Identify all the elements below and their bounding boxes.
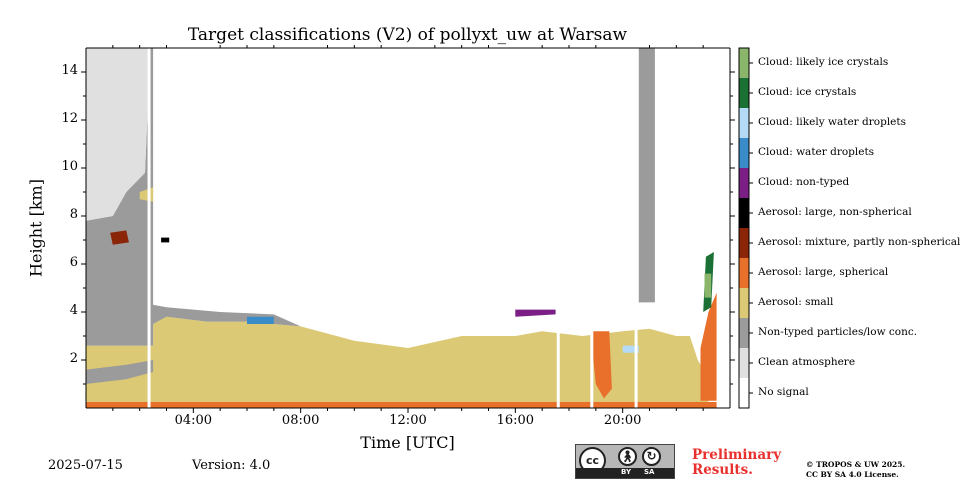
x-tick-label-20:00: 20:00 xyxy=(603,413,642,428)
class-region-8 xyxy=(110,230,129,245)
cc-license-badge: cc 🚶︎ ↻ BY SA xyxy=(575,444,675,479)
class-region-0 xyxy=(86,402,717,408)
colorbar-label-3: Aerosol: small xyxy=(758,296,834,308)
y-tick-label-14: 14 xyxy=(61,63,78,78)
y-tick-label-4: 4 xyxy=(69,303,78,318)
colorbar-label-1: Clean atmosphere xyxy=(758,356,856,368)
class-region-1 xyxy=(86,316,709,402)
class-region-4 xyxy=(86,360,154,384)
version-label: Version: 4.0 xyxy=(192,458,271,473)
preliminary-notice: Preliminary Results. xyxy=(692,448,781,478)
colorbar-label-8: Cloud: water droplets xyxy=(758,146,875,158)
class-region-5 xyxy=(638,48,655,303)
data-gap-0 xyxy=(147,48,151,408)
class-region-11 xyxy=(515,309,556,317)
colorbar-label-9: Cloud: likely water droplets xyxy=(758,116,906,128)
data-gap-3 xyxy=(634,48,638,408)
class-region-6 xyxy=(590,331,612,399)
cc-by-label: BY xyxy=(621,468,632,476)
colorbar-frame xyxy=(738,47,750,409)
cc-sa-label: SA xyxy=(644,468,655,476)
share-alike-icon: ↻ xyxy=(642,447,661,466)
colorbar-label-10: Cloud: ice crystals xyxy=(758,86,857,98)
colorbar-label-0: No signal xyxy=(758,386,809,398)
class-region-14 xyxy=(704,273,712,298)
cc-badge-bar: BY SA xyxy=(576,468,674,478)
x-tick-label-16:00: 16:00 xyxy=(496,413,535,428)
y-tick-label-10: 10 xyxy=(61,159,78,174)
preliminary-line-2: Results. xyxy=(692,462,753,478)
copyright-line-2: CC BY SA 4.0 License. xyxy=(806,470,899,479)
attribution-icon: 🚶︎ xyxy=(618,447,637,466)
x-tick-label-08:00: 08:00 xyxy=(281,413,320,428)
colorbar-label-4: Aerosol: large, spherical xyxy=(758,266,889,278)
x-axis-label: Time [UTC] xyxy=(360,433,455,452)
colorbar-swatch-1 xyxy=(739,348,749,378)
class-region-7 xyxy=(700,292,717,401)
colorbar-swatch-2 xyxy=(739,318,749,348)
colorbar-swatch-5 xyxy=(739,228,749,258)
colorbar-swatch-4 xyxy=(739,258,749,288)
copyright-line-1: © TROPOS & UW 2025. xyxy=(806,460,906,469)
data-gap-2 xyxy=(590,48,594,408)
colorbar-swatch-7 xyxy=(739,168,749,198)
date-label: 2025-07-15 xyxy=(48,458,123,473)
preliminary-line-1: Preliminary xyxy=(692,447,782,463)
class-region-3 xyxy=(86,48,151,221)
class-region-2 xyxy=(86,48,301,346)
copyright-notice: © TROPOS & UW 2025. CC BY SA 4.0 License… xyxy=(806,460,905,480)
colorbar-swatch-3 xyxy=(739,288,749,318)
colorbar-swatch-11 xyxy=(739,48,749,78)
colorbar-label-2: Non-typed particles/low conc. xyxy=(758,326,918,338)
colorbar-label-7: Cloud: non-typed xyxy=(758,176,850,188)
colorbar-swatch-9 xyxy=(739,108,749,138)
data-gap-1 xyxy=(556,48,560,408)
x-tick-label-04:00: 04:00 xyxy=(174,413,213,428)
chart-title: Target classifications (V2) of pollyxt_u… xyxy=(187,25,628,45)
x-tick-label-12:00: 12:00 xyxy=(389,413,427,428)
y-tick-label-8: 8 xyxy=(69,207,78,222)
colorbar-label-11: Cloud: likely ice crystals xyxy=(758,56,889,68)
colorbar-swatch-8 xyxy=(739,138,749,168)
colorbar-swatch-10 xyxy=(739,78,749,108)
colorbar-label-5: Aerosol: mixture, partly non-spherical xyxy=(758,236,960,248)
colorbar-swatch-0 xyxy=(739,378,749,408)
y-tick-label-6: 6 xyxy=(69,255,78,270)
colorbar-label-6: Aerosol: large, non-spherical xyxy=(758,206,912,218)
class-region-13 xyxy=(247,316,274,324)
colorbar-swatch-6 xyxy=(739,198,749,228)
class-region-15 xyxy=(161,237,170,243)
y-tick-label-12: 12 xyxy=(61,111,78,126)
y-tick-label-2: 2 xyxy=(69,351,78,366)
